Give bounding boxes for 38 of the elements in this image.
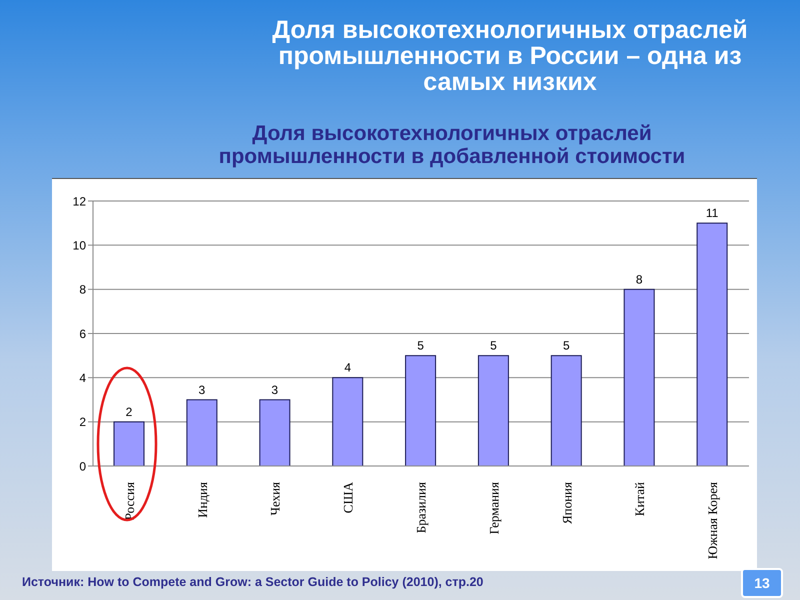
bar	[478, 355, 509, 466]
bar	[696, 222, 728, 466]
x-tick-label: Япония	[559, 482, 574, 524]
bar	[405, 355, 436, 466]
y-tick-label: 6	[79, 326, 86, 341]
data-label: 11	[706, 206, 719, 220]
y-tick-label: 0	[79, 459, 86, 474]
data-label: 8	[636, 272, 643, 286]
bar	[550, 355, 582, 466]
text: 13	[741, 568, 783, 598]
y-tick-label: 2	[79, 415, 86, 430]
data-label: 5	[417, 338, 424, 353]
data-label: 4	[344, 360, 352, 375]
data-label: 3	[198, 382, 206, 397]
text: Источник: How to Compete and Grow: a Sector Guide to Policy (2010), стр.20	[22, 575, 484, 589]
bar	[186, 399, 218, 466]
bar	[624, 288, 655, 466]
y-tick-label: 4	[79, 370, 86, 385]
x-tick-label: Германия	[486, 482, 502, 534]
x-tick-label: США	[340, 481, 356, 514]
x-tick-label: Россия	[122, 482, 137, 520]
data-label: 3	[271, 382, 278, 397]
chart-title: Доля высокотехнологичных отраслей промышленности в России – одна из самых низких	[271, 16, 749, 96]
data-label: 5	[562, 338, 570, 353]
data-label: 5	[490, 338, 498, 353]
bar	[332, 377, 364, 466]
data-label: 2	[126, 404, 133, 419]
bar	[259, 399, 290, 466]
bar	[114, 421, 144, 466]
y-tick-label: 10	[72, 238, 86, 252]
x-tick-label: Бразилия	[414, 482, 428, 534]
x-tick-label: Индия	[194, 482, 210, 518]
x-tick-label: Чехия	[268, 482, 283, 516]
x-tick-label: Китай	[632, 482, 648, 516]
x-tick-label: Южная Корея	[705, 482, 720, 560]
y-tick-label: 8	[79, 282, 86, 297]
chart-subtitle: Доля высокотехнологичных отраслей промышленности в добавленной стоимости	[218, 122, 686, 168]
y-tick-label: 12	[72, 194, 86, 208]
